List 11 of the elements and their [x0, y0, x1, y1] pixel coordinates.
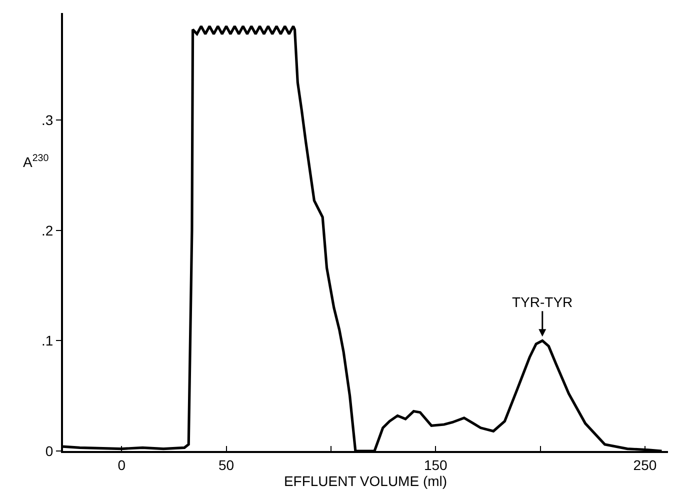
x-axis-title: EFFLUENT VOLUME (ml): [284, 472, 448, 489]
y-tick-label: .2: [42, 222, 54, 238]
y-tick-label: 0: [45, 442, 54, 459]
annotation: TYR-TYR: [512, 294, 573, 310]
x-tick-label: 150: [424, 456, 448, 473]
y-tick-label: .1: [42, 332, 54, 349]
y-tick-label: .3: [42, 112, 54, 128]
x-tick-label: 250: [633, 456, 657, 473]
y-axis-title: A$^{230}$: [23, 153, 50, 170]
x-tick-label: 50: [218, 456, 234, 473]
x-tick-label: 0: [118, 456, 126, 473]
